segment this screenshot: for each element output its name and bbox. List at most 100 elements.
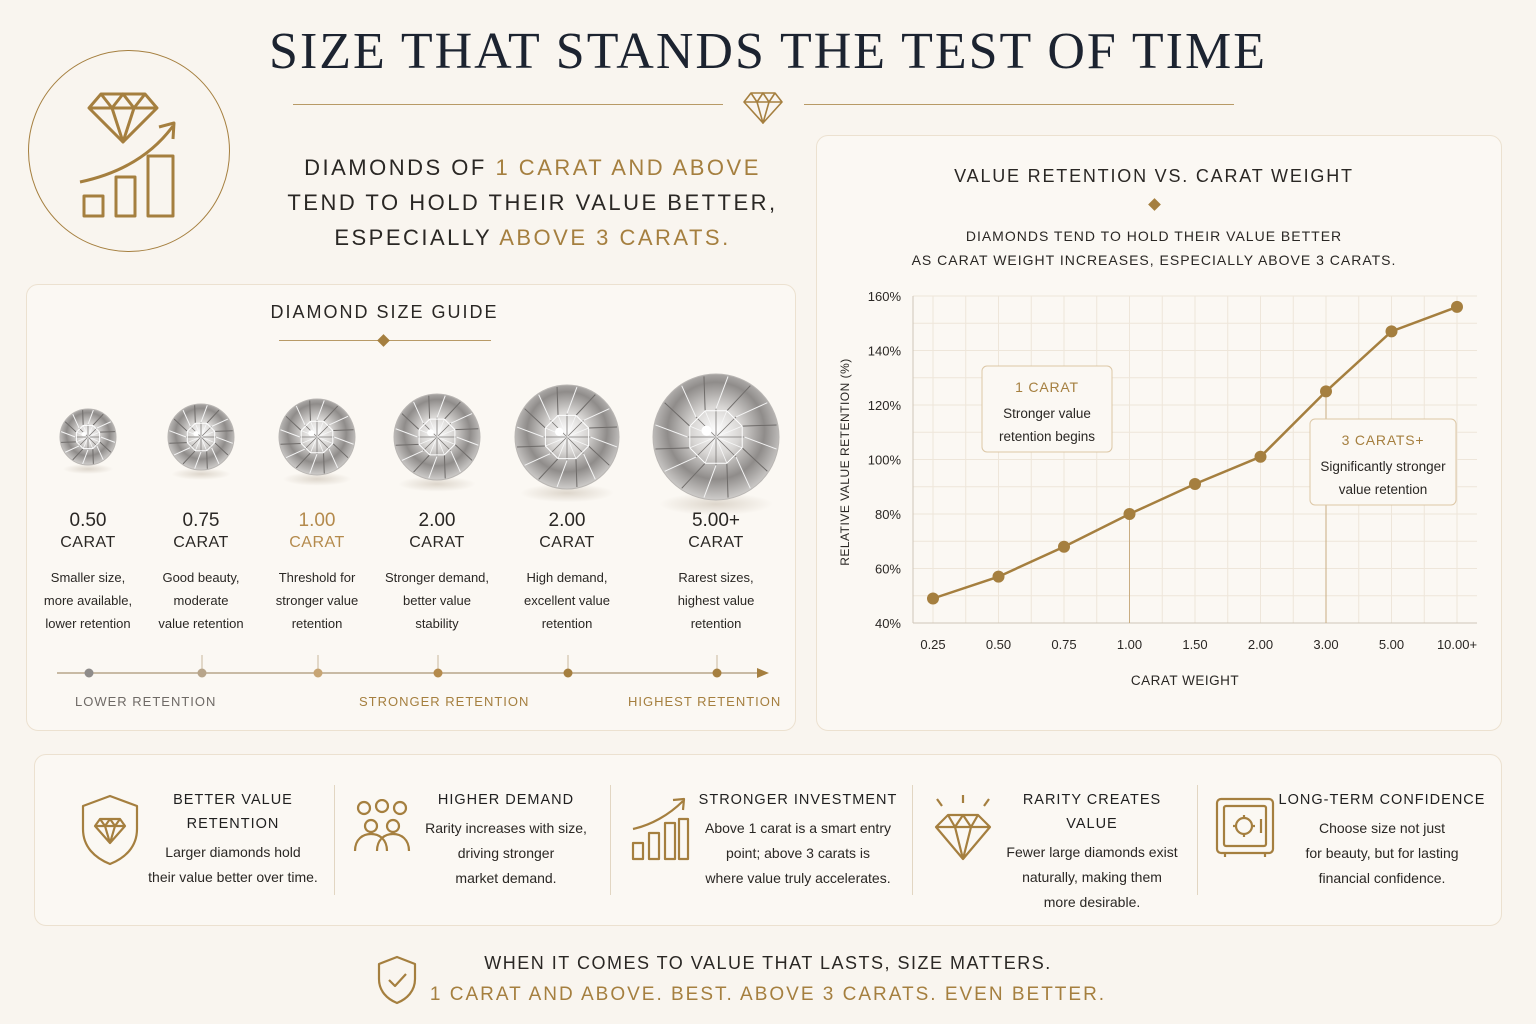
carat-description-line: moderate bbox=[173, 593, 229, 608]
y-tick-label: 40% bbox=[875, 616, 901, 631]
annotation-text: retention begins bbox=[999, 429, 1095, 444]
chart-card: VALUE RETENTION VS. CARAT WEIGHT DIAMOND… bbox=[816, 135, 1502, 731]
data-point bbox=[1058, 540, 1070, 553]
carat-unit: CARAT bbox=[173, 534, 229, 551]
benefit-desc: Larger diamonds hold their value better … bbox=[135, 840, 331, 890]
hero-line1-highlight: 1 CARAT AND ABOVE bbox=[495, 155, 761, 180]
diamond-image bbox=[59, 408, 117, 475]
carat-description: Threshold for stronger value retention bbox=[257, 566, 377, 635]
scale-marker bbox=[84, 668, 94, 678]
benefit-title-line: BETTER VALUE bbox=[173, 792, 293, 808]
benefit-desc: Fewer large diamonds exist naturally, ma… bbox=[997, 840, 1187, 915]
hero-line3-highlight: ABOVE 3 CARATS. bbox=[499, 225, 731, 250]
benefits-card: BETTER VALUE RETENTION Larger diamonds h… bbox=[34, 754, 1502, 926]
page-title: SIZE THAT STANDS THE TEST OF TIME bbox=[269, 23, 1267, 80]
scale-label-mid: STRONGER RETENTION bbox=[359, 694, 530, 709]
scale-marker bbox=[197, 668, 207, 678]
diamond-icon bbox=[743, 92, 783, 124]
carat-description: Smaller size, more available, lower retent… bbox=[28, 566, 148, 635]
annotation-title: 3 CARATS+ bbox=[1342, 432, 1425, 448]
diamond-image bbox=[167, 403, 235, 480]
sparkling-diamond-icon bbox=[934, 795, 992, 861]
benefit-title: RARITY CREATES VALUE bbox=[997, 788, 1187, 836]
x-tick-label: 5.00 bbox=[1379, 637, 1404, 652]
carat-description-line: more available, bbox=[43, 593, 133, 608]
carat-value: 0.50 bbox=[69, 510, 107, 531]
scale-label-high: HIGHEST RETENTION bbox=[628, 694, 782, 709]
y-tick-label: 140% bbox=[868, 344, 902, 359]
carat-value: 1.00 bbox=[298, 510, 336, 531]
annotation-callout: 3 CARATS+ Significantly stronger value ret… bbox=[1309, 418, 1457, 506]
benefit-title-line: LONG-TERM CONFIDENCE bbox=[1278, 792, 1486, 808]
carat-description: High demand, excellent value retention bbox=[507, 566, 627, 635]
benefit-desc-line: more desirable. bbox=[1043, 894, 1141, 910]
diamond-image bbox=[393, 393, 481, 492]
y-axis-label: RELATIVE VALUE RETENTION (%) bbox=[838, 358, 852, 566]
data-point bbox=[1385, 325, 1398, 338]
carat-value: 5.00+ bbox=[691, 510, 741, 531]
carat-description-line: better value bbox=[403, 593, 471, 608]
hero-statement: DIAMONDS OF 1 CARAT AND ABOVE TEND TO HO… bbox=[260, 150, 805, 255]
scale-marker bbox=[313, 668, 323, 678]
annotation-title: 1 CARAT bbox=[1015, 379, 1079, 395]
annotation-callout: 1 CARAT Stronger value retention begins bbox=[981, 365, 1113, 453]
x-tick-label: 0.25 bbox=[920, 637, 945, 652]
x-tick-label: 2.00 bbox=[1248, 637, 1273, 652]
carat-description-line: stronger value bbox=[275, 593, 359, 608]
carat-unit: CARAT bbox=[60, 534, 116, 551]
benefit-desc-line: where value truly accelerates. bbox=[705, 870, 891, 886]
carat-description-line: Good beauty, bbox=[162, 570, 240, 585]
size-guide-item: 0.75 CARAT Good beauty, moderate value reten… bbox=[141, 510, 261, 635]
benefit-desc-line: Fewer large diamonds exist bbox=[1006, 844, 1178, 860]
benefit-desc-line: Above 1 carat is a smart entry bbox=[705, 820, 891, 836]
carat-description-line: Rarest sizes, bbox=[678, 570, 754, 585]
data-point bbox=[1451, 300, 1463, 313]
y-tick-label: 80% bbox=[875, 507, 901, 522]
benefit-desc-line: Rarity increases with size, bbox=[425, 820, 587, 836]
annotation-text: value retention bbox=[1339, 482, 1428, 497]
x-tick-label: 0.75 bbox=[1051, 637, 1076, 652]
carat-description-line: High demand, bbox=[526, 570, 608, 585]
diamond-growth-icon bbox=[79, 92, 175, 217]
carat-value: 0.75 bbox=[182, 510, 220, 531]
size-guide-card: DIAMOND SIZE GUIDE 0.50 CARAT Smaller size… bbox=[26, 284, 796, 731]
hero-line1-prefix: DIAMONDS OF bbox=[304, 155, 496, 180]
scale-label-low: LOWER RETENTION bbox=[75, 694, 217, 709]
annotation-text: Significantly stronger bbox=[1320, 459, 1446, 474]
benefit-value-retention: BETTER VALUE RETENTION Larger diamonds h… bbox=[135, 788, 331, 960]
benefit-title: LONG-TERM CONFIDENCE bbox=[1275, 788, 1489, 812]
growth-chart-icon bbox=[631, 797, 690, 861]
size-guide-item: 2.00 CARAT Stronger demand, better value sta… bbox=[377, 510, 497, 635]
carat-value: 2.00 bbox=[418, 510, 456, 531]
x-axis-label: CARAT WEIGHT bbox=[1131, 673, 1239, 688]
chart-subtitle-line2: AS CARAT WEIGHT INCREASES, ESPECIALLY AB… bbox=[911, 252, 1397, 268]
carat-unit: CARAT bbox=[688, 534, 744, 551]
diamond-image bbox=[652, 373, 780, 516]
carat-description-line: Threshold for bbox=[278, 570, 356, 585]
shield-check-icon bbox=[377, 955, 417, 1005]
carat-description-line: excellent value bbox=[524, 593, 610, 608]
benefit-title-line: RARITY CREATES VALUE bbox=[1022, 792, 1162, 832]
hero-badge bbox=[28, 50, 230, 252]
benefit-desc-line: market demand. bbox=[455, 870, 557, 886]
benefit-desc-line: financial confidence. bbox=[1318, 870, 1446, 886]
carat-description: Stronger demand, better value stability bbox=[377, 566, 497, 635]
title-divider-left bbox=[293, 104, 723, 105]
retention-scale-arrow bbox=[757, 668, 769, 678]
carat-unit: CARAT bbox=[289, 534, 345, 551]
retention-scale bbox=[57, 655, 769, 678]
chart-subtitle: DIAMONDS TEND TO HOLD THEIR VALUE BETTER… bbox=[817, 224, 1491, 272]
y-tick-label: 120% bbox=[868, 398, 902, 413]
title-divider-right bbox=[804, 104, 1234, 105]
carat-description-line: Stronger demand, bbox=[384, 570, 490, 585]
y-tick-label: 160% bbox=[868, 289, 902, 304]
carat-description-line: value retention bbox=[158, 616, 244, 631]
size-guide-item: 0.50 CARAT Smaller size, more available, low… bbox=[28, 510, 148, 635]
data-point bbox=[1254, 450, 1267, 463]
scale-marker bbox=[563, 668, 573, 678]
data-point bbox=[1320, 385, 1332, 398]
safe-icon bbox=[1215, 797, 1275, 857]
carat-description-line: Smaller size, bbox=[50, 570, 126, 585]
carat-description-line: stability bbox=[415, 616, 459, 631]
benefit-desc: Rarity increases with size, driving stro… bbox=[413, 816, 599, 891]
